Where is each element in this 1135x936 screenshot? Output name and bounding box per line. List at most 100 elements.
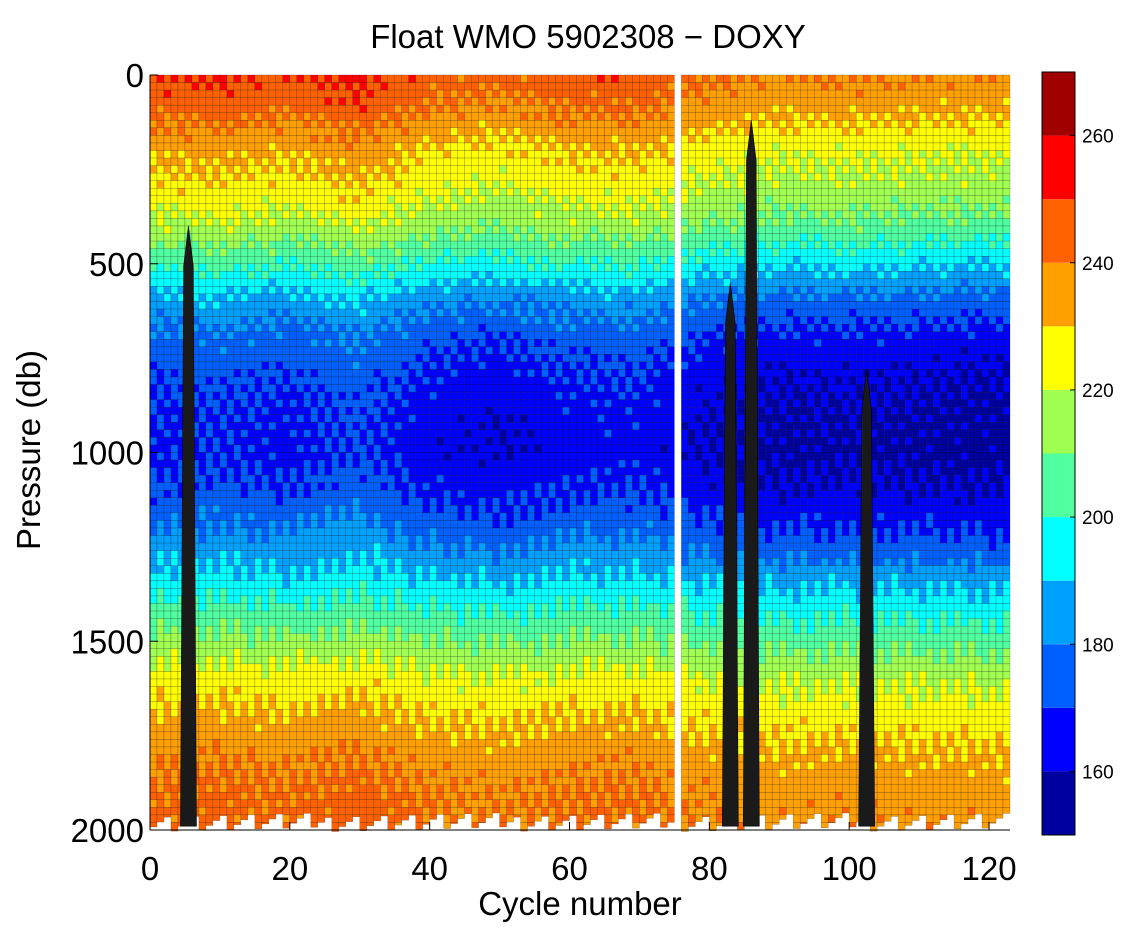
heatmap-cell <box>451 505 458 513</box>
heatmap-cell <box>150 490 157 498</box>
heatmap-cell <box>318 151 325 159</box>
heatmap-cell <box>171 724 178 732</box>
heatmap-cell <box>206 347 213 355</box>
heatmap-cell <box>381 717 388 725</box>
heatmap-cell <box>178 241 185 249</box>
heatmap-cell <box>332 498 339 506</box>
heatmap-cell <box>437 83 444 91</box>
heatmap-cell <box>283 671 290 679</box>
heatmap-cell <box>374 241 381 249</box>
heatmap-cell <box>374 702 381 710</box>
heatmap-cell <box>493 626 500 634</box>
heatmap-cell <box>332 528 339 536</box>
heatmap-cell <box>213 807 220 815</box>
heatmap-cell <box>276 445 283 453</box>
heatmap-cell <box>325 581 332 589</box>
heatmap-cell <box>332 634 339 642</box>
heatmap-cell <box>374 279 381 287</box>
heatmap-cell <box>346 747 353 755</box>
heatmap-cell <box>458 249 465 257</box>
heatmap-cell <box>150 687 157 695</box>
heatmap-cell <box>178 90 185 98</box>
heatmap-cell <box>311 188 318 196</box>
heatmap-cell <box>332 324 339 332</box>
heatmap-cell <box>437 158 444 166</box>
heatmap-cell <box>269 317 276 325</box>
heatmap-cell <box>318 641 325 649</box>
heatmap-cell <box>381 566 388 574</box>
heatmap-cell <box>479 151 486 159</box>
heatmap-cell <box>269 445 276 453</box>
heatmap-cell <box>283 611 290 619</box>
heatmap-cell <box>297 490 304 498</box>
heatmap-cell <box>500 173 507 181</box>
heatmap-cell <box>458 762 465 770</box>
heatmap-cell <box>255 362 262 370</box>
heatmap-cell <box>241 777 248 785</box>
heatmap-cell <box>444 332 451 340</box>
heatmap-cell <box>220 135 227 143</box>
heatmap-cell <box>304 498 311 506</box>
heatmap-cell <box>388 188 395 196</box>
heatmap-cell <box>325 83 332 91</box>
heatmap-cell <box>164 317 171 325</box>
heatmap-cell <box>381 362 388 370</box>
heatmap-cell <box>248 573 255 581</box>
heatmap-cell <box>234 218 241 226</box>
heatmap-cell <box>290 671 297 679</box>
heatmap-cell <box>493 249 500 257</box>
heatmap-cell <box>192 75 199 83</box>
heatmap-cell <box>157 324 164 332</box>
heatmap-cell <box>437 324 444 332</box>
heatmap-cell <box>241 400 248 408</box>
heatmap-cell <box>388 739 395 747</box>
heatmap-cell <box>486 724 493 732</box>
heatmap-cell <box>262 588 269 596</box>
heatmap-cell <box>486 641 493 649</box>
heatmap-cell <box>262 641 269 649</box>
heatmap-cell <box>276 226 283 234</box>
heatmap-cell <box>437 807 444 814</box>
heatmap-cell <box>213 747 220 755</box>
heatmap-cell <box>325 460 332 468</box>
heatmap-cell <box>416 294 423 302</box>
heatmap-cell <box>234 551 241 559</box>
heatmap-cell <box>220 453 227 461</box>
heatmap-cell <box>381 770 388 778</box>
heatmap-cell <box>297 709 304 717</box>
heatmap-cell <box>304 656 311 664</box>
heatmap-cell <box>269 505 276 513</box>
heatmap-cell <box>402 302 409 310</box>
heatmap-cell <box>479 385 486 393</box>
heatmap-cell <box>325 483 332 491</box>
heatmap-cell <box>486 98 493 106</box>
heatmap-cell <box>178 151 185 159</box>
heatmap-cell <box>276 173 283 181</box>
heatmap-cell <box>262 792 269 800</box>
heatmap-cell <box>444 309 451 317</box>
heatmap-cell <box>444 302 451 310</box>
heatmap-cell <box>486 83 493 91</box>
heatmap-cell <box>248 143 255 151</box>
heatmap-cell <box>430 664 437 672</box>
heatmap-cell <box>423 687 430 695</box>
heatmap-cell <box>381 173 388 181</box>
heatmap-cell <box>248 664 255 672</box>
heatmap-cell <box>171 739 178 747</box>
heatmap-cell <box>353 785 360 793</box>
heatmap-cell <box>283 302 290 310</box>
heatmap-cell <box>283 98 290 106</box>
heatmap-cell <box>479 792 486 800</box>
heatmap-cell <box>332 724 339 732</box>
heatmap-cell <box>479 135 486 143</box>
heatmap-cell <box>157 90 164 98</box>
heatmap-cell <box>465 581 472 589</box>
heatmap-cell <box>493 415 500 423</box>
heatmap-cell <box>472 596 479 604</box>
heatmap-cell <box>199 75 206 83</box>
heatmap-cell <box>437 581 444 589</box>
heatmap-cell <box>360 822 367 830</box>
heatmap-cell <box>164 113 171 121</box>
heatmap-cell <box>360 400 367 408</box>
heatmap-cell <box>164 460 171 468</box>
